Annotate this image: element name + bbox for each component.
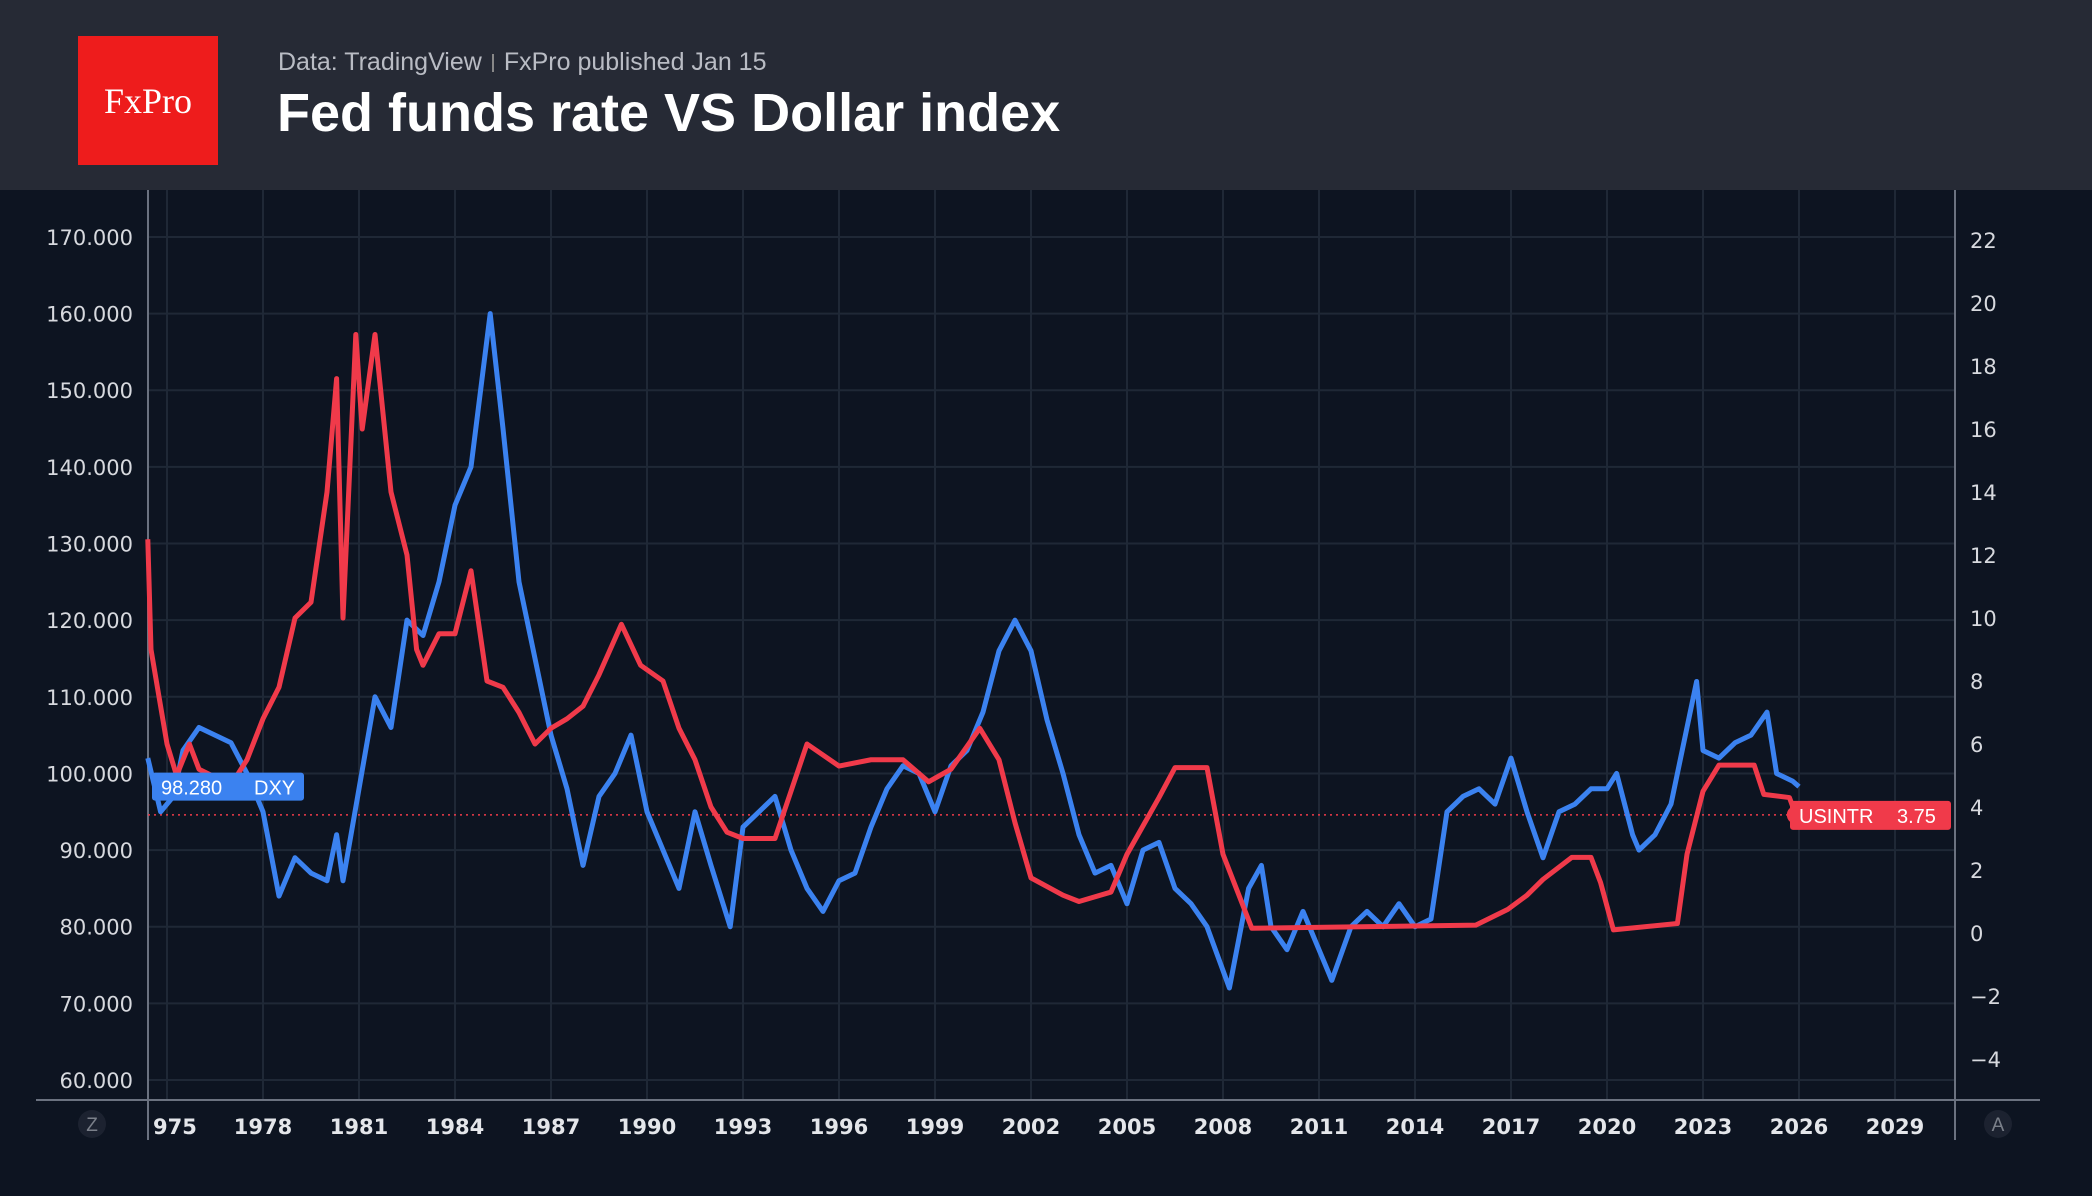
x-tick-label: 2020: [1578, 1115, 1636, 1139]
zoom-button: [78, 1110, 106, 1138]
left-tick-label: 160.000: [46, 303, 133, 327]
x-tick-label: 1987: [522, 1115, 580, 1139]
left-tick-label: 170.000: [46, 226, 133, 250]
left-tick-label: 130.000: [46, 533, 133, 557]
right-tick-label: 22: [1970, 229, 1997, 253]
right-tick-label: 14: [1970, 481, 1997, 505]
separator: [491, 54, 494, 72]
x-tick-label: 2011: [1290, 1115, 1348, 1139]
right-tick-label: 0: [1970, 922, 1983, 946]
usintr-label-badge: [1790, 800, 1951, 830]
right-tick-label: 4: [1970, 796, 1983, 820]
left-tick-label: 140.000: [46, 456, 133, 480]
fxpro-logo: FxPro: [78, 36, 218, 165]
auto-scale-button: [1984, 1110, 2012, 1138]
left-tick-label: 110.000: [46, 686, 133, 710]
header: FxPro Data: TradingView FxPro published J…: [0, 0, 2092, 190]
price-labels: 98.280 DXY USINTR 3.75: [152, 772, 1951, 830]
right-tick-label: 10: [1970, 607, 1997, 631]
dxy-label-badge: [152, 772, 304, 801]
axes: 975 1978 1981 1984 1987 1990 1993 1996 1999 2002 2…: [36, 190, 2040, 1140]
data-source: Data: TradingView: [278, 48, 482, 76]
usintr-last-value: 3.75: [1897, 806, 1936, 828]
right-tick-label: −4: [1970, 1048, 2001, 1072]
right-tick-label: 18: [1970, 355, 1997, 379]
x-tick-label: 2023: [1674, 1115, 1732, 1139]
x-tick-label: 1996: [810, 1115, 868, 1139]
x-tick-label: 1984: [426, 1115, 484, 1139]
x-tick-label: 1981: [330, 1115, 388, 1139]
x-tick-label: 2002: [1002, 1115, 1060, 1139]
x-tick-label: 1978: [234, 1115, 292, 1139]
x-tick-label: 2029: [1866, 1115, 1924, 1139]
x-tick-label: 2026: [1770, 1115, 1828, 1139]
right-tick-label: 20: [1970, 292, 1997, 316]
left-tick-label: 70.000: [60, 992, 133, 1016]
left-tick-label: 150.000: [46, 379, 133, 403]
logo-text: FxPro: [103, 80, 193, 121]
dxy-line: [145, 311, 1801, 991]
usintr-line: [145, 332, 1799, 933]
chart-title: Fed funds rate VS Dollar index: [277, 83, 1061, 143]
subtitle: Data: TradingView FxPro published Jan 15: [278, 48, 767, 77]
grid: [148, 190, 1955, 1100]
left-tick-label: 100.000: [46, 762, 133, 786]
usintr-series-name: USINTR: [1799, 806, 1873, 828]
left-tick-label: 60.000: [60, 1069, 133, 1093]
x-tick-label: 1993: [714, 1115, 772, 1139]
x-tick-label: 975: [153, 1115, 197, 1139]
published-date: FxPro published Jan 15: [503, 48, 767, 76]
left-tick-label: 80.000: [60, 916, 133, 940]
left-tick-label: 90.000: [60, 839, 133, 863]
left-tick-label: 120.000: [46, 609, 133, 633]
x-tick-label: 1990: [618, 1115, 676, 1139]
dxy-series-name: DXY: [254, 778, 295, 800]
zoom-button-label: Z: [86, 1115, 98, 1136]
x-tick-label: 2005: [1098, 1115, 1156, 1139]
right-tick-label: 6: [1970, 733, 1983, 757]
right-tick-label: 8: [1970, 670, 1983, 694]
right-tick-label: 12: [1970, 544, 1997, 568]
x-tick-label: 2014: [1386, 1115, 1444, 1139]
right-tick-label: 2: [1970, 859, 1983, 883]
chart: 975 1978 1981 1984 1987 1990 1993 1996 1999 2002 2…: [36, 190, 2040, 1140]
dxy-last-value: 98.280: [161, 778, 222, 800]
series-lines: [145, 311, 1805, 991]
auto-scale-button-label: A: [1992, 1115, 2005, 1136]
right-tick-label: 16: [1970, 418, 1997, 442]
x-tick-label: 1999: [906, 1115, 964, 1139]
x-tick-label: 2017: [1482, 1115, 1540, 1139]
x-tick-label: 2008: [1194, 1115, 1252, 1139]
right-tick-label: −2: [1970, 985, 2001, 1009]
